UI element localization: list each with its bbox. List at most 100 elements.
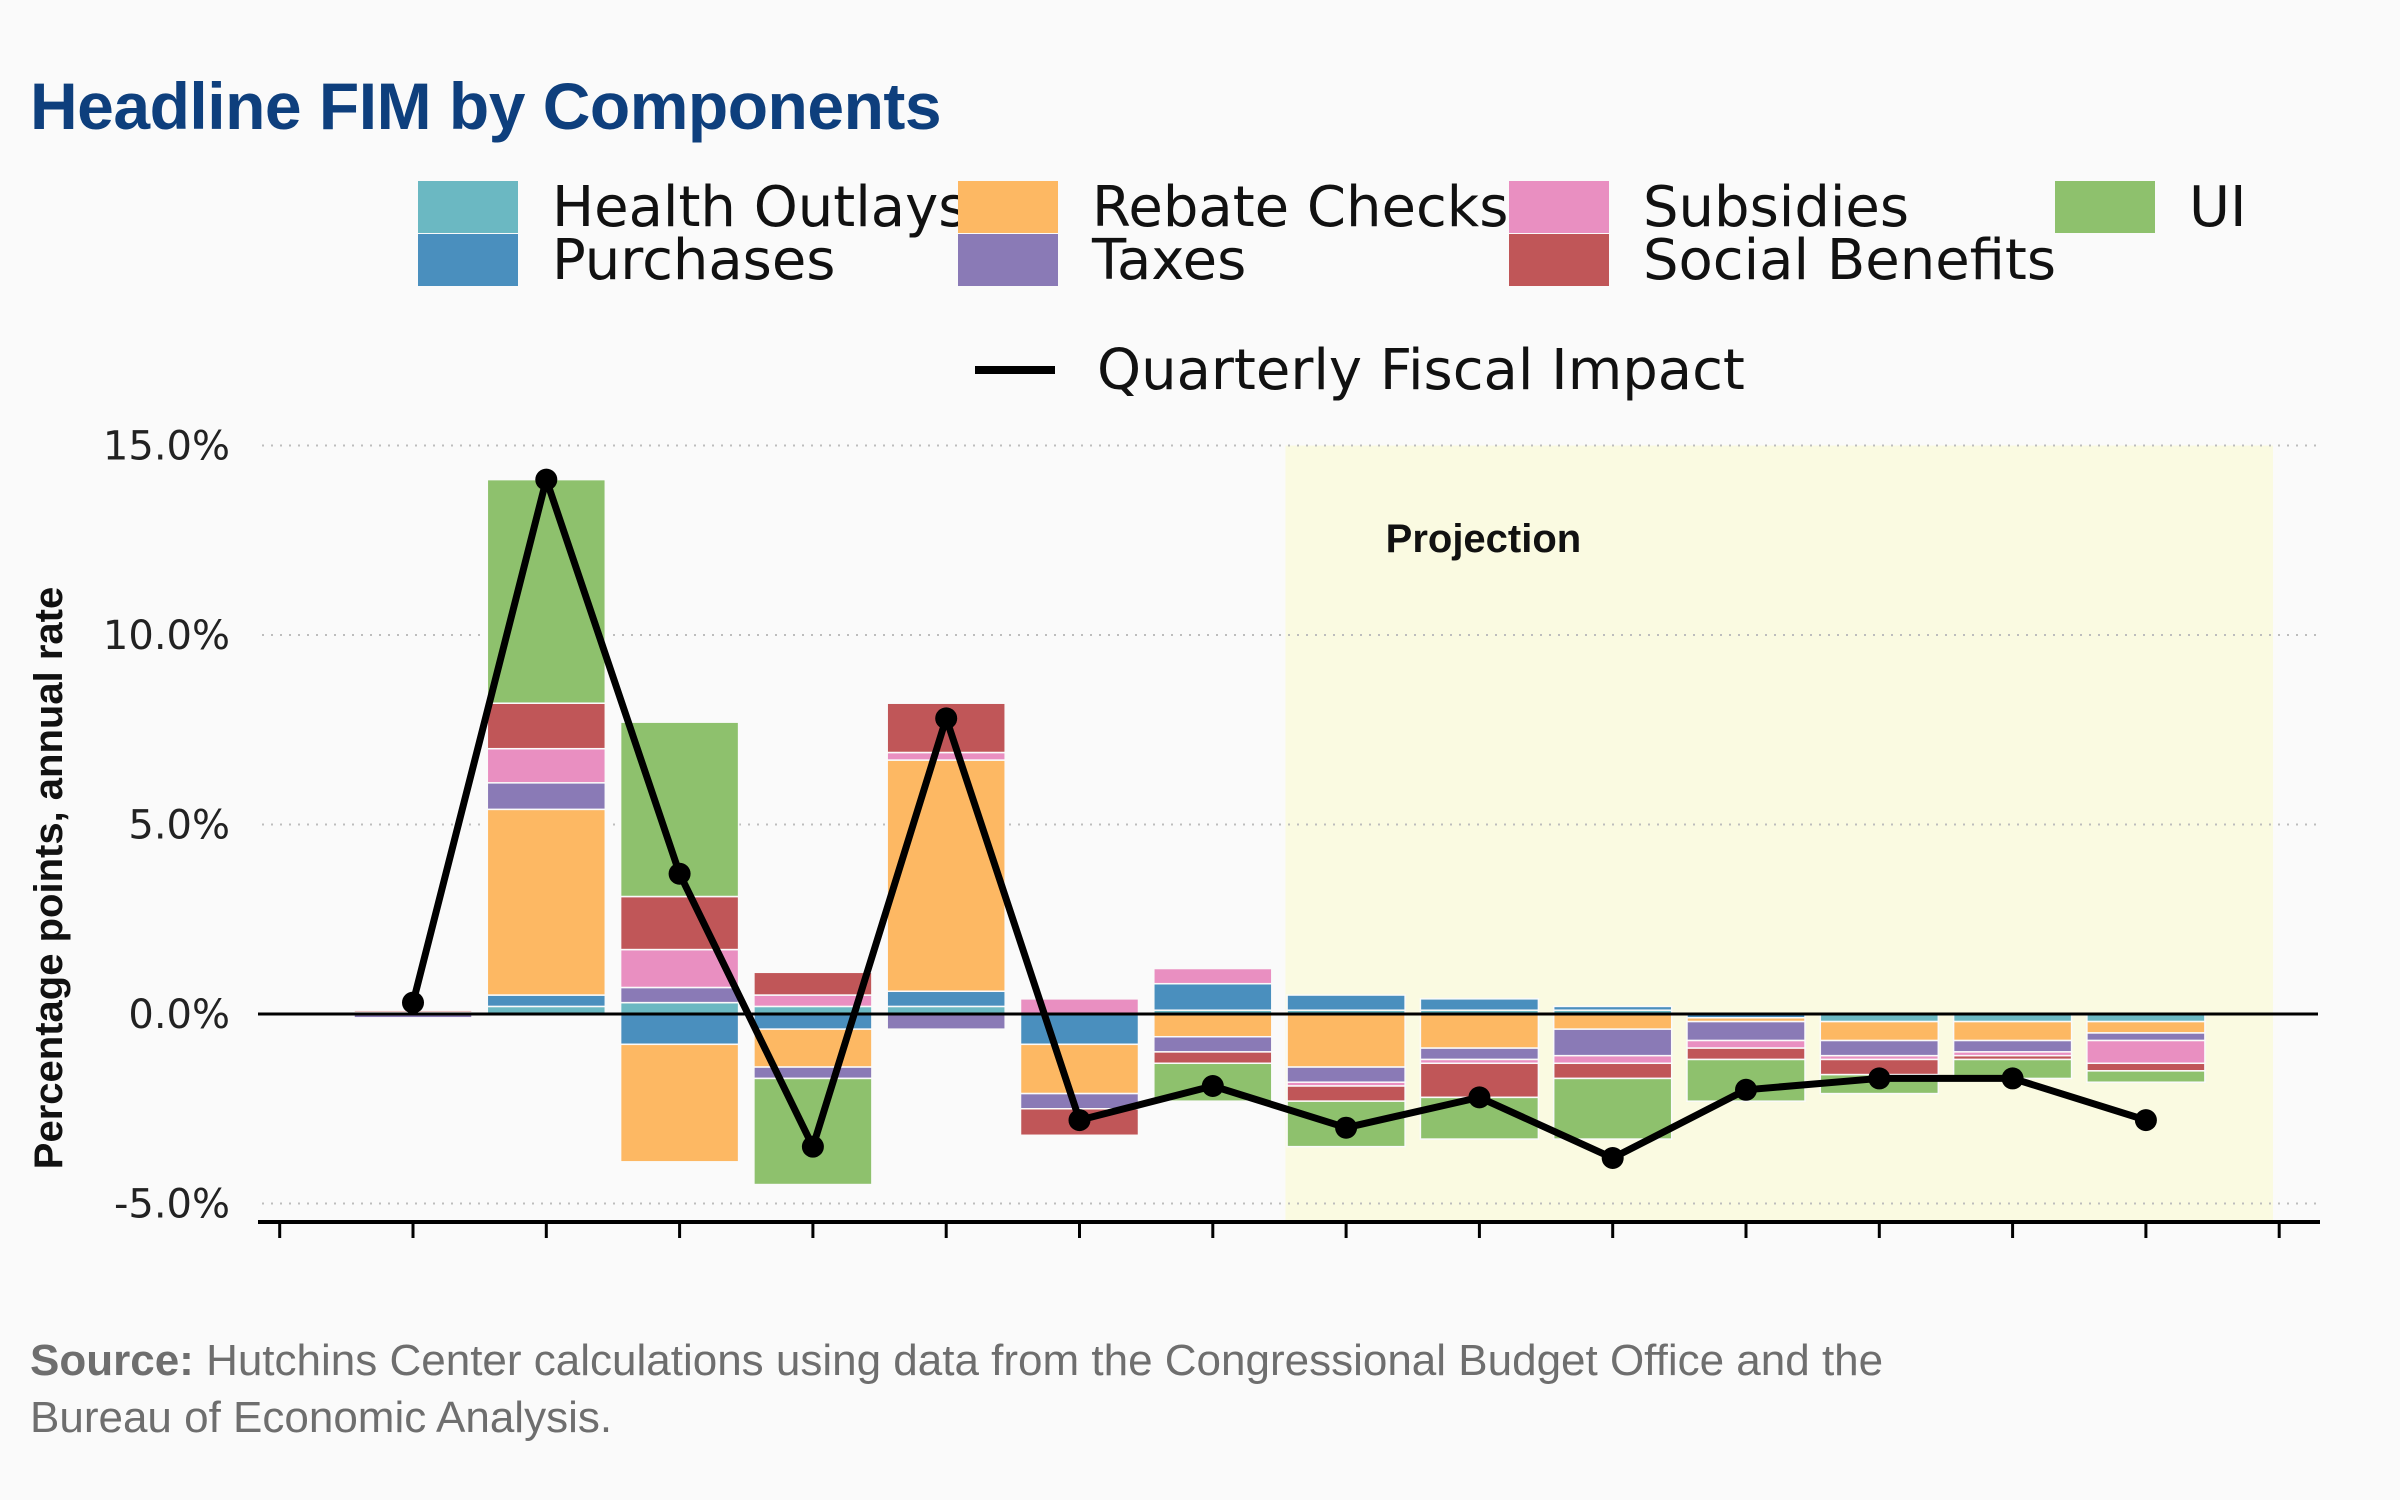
bar-segment-purchases — [1419, 998, 1540, 1011]
legend-item-health-outlays: Health Outlays — [418, 175, 967, 240]
fiscal-impact-point — [535, 468, 558, 491]
legend-swatch-rebate-checks — [958, 181, 1058, 233]
bar-segment-subsidies — [1686, 1039, 1806, 1049]
bar-segment-purchases — [1019, 1013, 1140, 1046]
bar-segment-social-benefits — [1686, 1047, 1806, 1061]
y-tick-label: -5.0% — [114, 1182, 230, 1228]
legend-label-social-benefits: Social Benefits — [1643, 227, 2057, 293]
fiscal-impact-line — [409, 476, 2147, 1162]
bar-segment-subsidies — [2086, 1039, 2206, 1065]
y-tick-label: 0.0% — [128, 992, 230, 1038]
bar-segment-purchases — [619, 1013, 740, 1046]
legend-label-taxes: Taxes — [1092, 227, 1247, 293]
bar-segment-rebate-checks — [1153, 1013, 1273, 1038]
bar-segment-subsidies — [486, 747, 607, 784]
bar-segment-taxes — [1153, 1035, 1273, 1053]
bar-segment-purchases — [1552, 1005, 1673, 1011]
bar-segment-rebate-checks — [2086, 1020, 2206, 1034]
legend-label-purchases: Purchases — [552, 227, 836, 293]
bar-segment-rebate-checks — [486, 808, 607, 996]
bar-segment-social-benefits — [1286, 1085, 1406, 1102]
bar-segment-rebate-checks — [1952, 1020, 2073, 1042]
legend-item-rebate-checks: Rebate Checks — [958, 175, 1508, 240]
bar-segment-taxes — [1552, 1028, 1673, 1057]
y-axis-title: Percentage points, annual rate — [27, 587, 71, 1169]
bar-segment-rebate-checks — [1819, 1020, 1940, 1042]
source-note: Source: Hutchins Center calculations usi… — [30, 1332, 1990, 1446]
bar-segment-taxes — [1819, 1039, 1940, 1057]
fiscal-impact-point — [1868, 1067, 1891, 1090]
bar-segment-taxes — [2086, 1032, 2206, 1042]
legend-item-ui: UI — [2055, 175, 2247, 240]
bar-segment-social-benefits — [1552, 1062, 1673, 1080]
bar-segment-rebate-checks — [619, 1043, 740, 1163]
fiscal-impact-point — [1468, 1086, 1491, 1109]
bar-segment-taxes — [886, 1013, 1006, 1030]
legend-item-social-benefits: Social Benefits — [1509, 228, 2056, 293]
bar-segment-social-benefits — [2086, 1062, 2206, 1072]
legend-swatch-taxes — [958, 234, 1058, 286]
legend-item-purchases: Purchases — [418, 228, 835, 293]
fiscal-impact-point — [1601, 1147, 1624, 1170]
bar-segment-rebate-checks — [1286, 1013, 1406, 1068]
bar-segment-ui — [2086, 1070, 2206, 1083]
bar-segment-rebate-checks — [1552, 1013, 1673, 1030]
source-text: Hutchins Center calculations using data … — [30, 1336, 1884, 1442]
legend-swatch-social-benefits — [1509, 234, 1609, 286]
source-prefix: Source: — [30, 1336, 194, 1385]
legend-item-taxes: Taxes — [958, 228, 1246, 293]
bar-segment-rebate-checks — [1019, 1043, 1140, 1095]
bar-segment-purchases — [886, 990, 1006, 1008]
bar-layer — [353, 478, 2206, 1186]
bar-segment-taxes — [1286, 1066, 1406, 1083]
bar-segment-rebate-checks — [886, 759, 1006, 993]
legend-line-quarterly-fiscal-impact — [975, 366, 1055, 374]
y-tick-label: 10.0% — [103, 613, 230, 659]
legend-label-health-outlays: Health Outlays — [552, 174, 968, 240]
legend-swatch-health-outlays — [418, 181, 518, 233]
bar-segment-purchases — [1286, 994, 1406, 1011]
bar-segment-taxes — [619, 986, 740, 1004]
fiscal-impact-point — [2001, 1067, 2024, 1090]
bar-segment-subsidies — [886, 751, 1006, 761]
bar-segment-social-benefits — [753, 971, 873, 996]
fiscal-impact-point — [668, 862, 691, 885]
bar-segment-social-benefits — [1153, 1051, 1273, 1065]
legend-item-subsidies: Subsidies — [1509, 175, 1909, 240]
y-tick-label: 5.0% — [128, 803, 230, 849]
legend-label-ui: UI — [2189, 174, 2247, 240]
bar-segment-ui — [753, 1077, 873, 1186]
legend-label-subsidies: Subsidies — [1643, 174, 1910, 240]
fiscal-impact-point — [1335, 1116, 1358, 1139]
bar-segment-health-outlays — [619, 1001, 740, 1015]
bar-segment-social-benefits — [486, 702, 607, 750]
legend-swatch-ui — [2055, 181, 2155, 233]
bar-segment-ui — [1552, 1077, 1673, 1140]
legend: Health Outlays Purchases Rebate Checks T… — [0, 0, 2400, 420]
fiscal-impact-point — [1201, 1075, 1224, 1098]
bar-segment-purchases — [1153, 982, 1273, 1011]
legend-label-quarterly-fiscal-impact: Quarterly Fiscal Impact — [1097, 337, 1745, 403]
axis-layer: -5.0% 0.0% 5.0% 10.0% 15.0% — [103, 424, 2320, 1238]
fiscal-impact-point — [1068, 1109, 1091, 1132]
bar-segment-rebate-checks — [1419, 1013, 1540, 1049]
bar-segment-taxes — [486, 782, 607, 811]
legend-swatch-subsidies — [1509, 181, 1609, 233]
bar-segment-social-benefits — [619, 895, 740, 951]
fiscal-impact-point — [935, 707, 958, 730]
bar-segment-taxes — [1686, 1020, 1806, 1042]
bar-segment-taxes — [1952, 1039, 2073, 1053]
fiscal-impact-point — [402, 991, 424, 1014]
fiscal-impact-point — [1735, 1078, 1757, 1101]
chart-title: Headline FIM by Components — [30, 69, 942, 143]
y-tick-label: 15.0% — [103, 424, 230, 470]
bar-segment-subsidies — [1552, 1054, 1673, 1065]
bar-segment-subsidies — [1153, 967, 1273, 985]
legend-item-quarterly-fiscal-impact: Quarterly Fiscal Impact — [975, 338, 1745, 403]
bar-segment-taxes — [1419, 1047, 1540, 1061]
fiscal-impact-point — [801, 1135, 824, 1158]
projection-label: Projection — [1386, 517, 1582, 561]
legend-swatch-purchases — [418, 234, 518, 286]
bar-segment-purchases — [486, 994, 607, 1008]
